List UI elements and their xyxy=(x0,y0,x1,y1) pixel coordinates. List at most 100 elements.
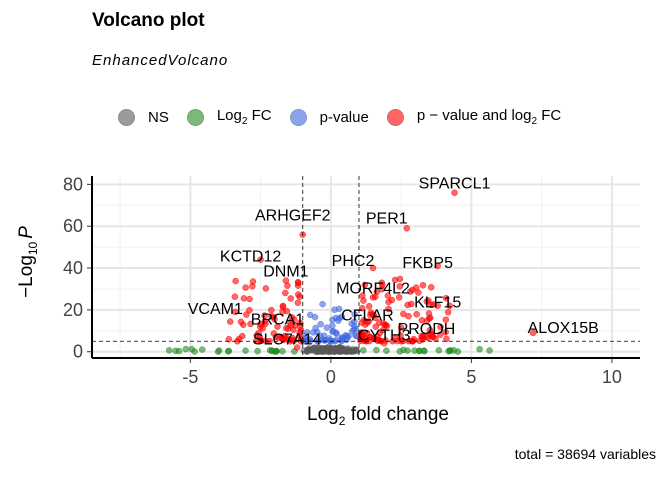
sig-point xyxy=(291,316,298,323)
p-point xyxy=(319,300,326,308)
cutoff-lines xyxy=(92,176,640,358)
sig-point xyxy=(226,318,234,325)
sig-point xyxy=(270,330,278,337)
fc-point xyxy=(254,347,261,355)
fc-point xyxy=(199,346,206,353)
chart-title: Volcano plot xyxy=(92,10,205,31)
sig-point xyxy=(283,307,291,315)
y-tick-label: 40 xyxy=(63,258,83,278)
legend-item-p: p-value xyxy=(289,108,369,126)
caption: total = 38694 variables xyxy=(514,446,656,462)
sig-point xyxy=(246,295,253,303)
fc-point xyxy=(383,347,390,355)
sig-point xyxy=(378,286,386,293)
fc-point xyxy=(360,347,367,354)
legend-dot-p xyxy=(289,108,307,126)
labeled-point xyxy=(423,333,430,341)
fc-point xyxy=(420,347,428,354)
sig-point xyxy=(372,314,379,322)
fc-point xyxy=(447,347,454,354)
sig-point xyxy=(268,313,275,320)
sig-point xyxy=(365,303,373,310)
y-tick-label: 20 xyxy=(63,300,83,320)
p-point xyxy=(335,315,343,322)
y-tick-label: 60 xyxy=(63,216,83,236)
p-point xyxy=(348,328,356,335)
sig-point xyxy=(395,294,403,301)
sig-point xyxy=(281,332,288,340)
p-point xyxy=(329,327,337,335)
fc-point xyxy=(273,348,280,355)
sig-point xyxy=(253,332,261,339)
sig-point xyxy=(415,289,422,296)
sig-point xyxy=(444,309,452,316)
ns-point xyxy=(326,347,333,354)
sig-point xyxy=(282,289,289,297)
point-label: MORF4L2 xyxy=(336,280,410,297)
sig-point xyxy=(384,292,392,299)
p-point xyxy=(343,336,350,344)
fc-point xyxy=(214,348,222,355)
p-point xyxy=(316,332,324,339)
sig-point xyxy=(443,335,450,343)
sig-point xyxy=(428,301,435,309)
labeled-point xyxy=(257,256,264,263)
ns-point xyxy=(317,347,324,355)
labeled-point xyxy=(451,189,458,196)
point-label: PRODH xyxy=(398,321,456,338)
legend-label-fc: Log2 FC xyxy=(216,107,272,127)
point-label: DNM1 xyxy=(263,264,308,281)
labeled-point xyxy=(274,323,281,330)
sig-point xyxy=(257,323,264,331)
sig-point xyxy=(231,293,239,300)
sig-point xyxy=(425,310,433,317)
fc-point xyxy=(373,346,380,354)
sig-point xyxy=(380,320,387,327)
x-tick-label: 0 xyxy=(326,367,336,387)
sig-point xyxy=(275,334,282,341)
point-label: CFLAR xyxy=(341,307,393,324)
sig-point xyxy=(262,285,270,292)
p-point xyxy=(329,322,336,329)
labeled-point xyxy=(381,340,388,347)
legend-label-p: p-value xyxy=(319,108,369,126)
sig-point xyxy=(247,320,254,328)
legend-label-pfc: p − value and log2 FC xyxy=(416,107,562,127)
sig-point xyxy=(385,305,392,313)
sig-point xyxy=(396,283,404,290)
labeled-point xyxy=(293,344,301,351)
sig-point xyxy=(391,276,399,284)
point-label: KCTD12 xyxy=(220,249,281,266)
sig-point xyxy=(249,282,256,290)
fc-point xyxy=(242,347,249,354)
sig-point xyxy=(427,284,435,291)
sig-point xyxy=(407,288,414,295)
p-point xyxy=(331,306,338,314)
sig-point xyxy=(405,312,412,320)
p-point xyxy=(312,324,319,332)
point-label: VCAM1 xyxy=(188,301,243,318)
point-labels: SPARCL1 PER1 ARHGEF2 KCTD12 PHC2 FKBP5 DNM1 MOR… xyxy=(188,176,599,349)
sig-point xyxy=(436,331,444,338)
sig-point xyxy=(225,336,233,343)
fc-point xyxy=(404,347,411,354)
fc-point xyxy=(476,345,483,353)
fc-point xyxy=(396,348,404,355)
labeled-point xyxy=(403,225,410,232)
sig-point xyxy=(296,319,304,327)
sig-point xyxy=(243,311,250,318)
fc-point xyxy=(182,345,190,353)
point-label: PER1 xyxy=(366,210,408,227)
sig-point xyxy=(358,304,366,312)
fc-point xyxy=(435,347,443,354)
x-tick-label: 10 xyxy=(602,367,622,387)
ns-point xyxy=(336,343,344,351)
fc-point xyxy=(454,348,462,355)
sig-point xyxy=(360,297,367,304)
labeled-point xyxy=(434,302,441,309)
legend-label-ns: NS xyxy=(148,108,169,126)
point-label: BRCA1 xyxy=(251,312,304,329)
sig-point xyxy=(397,324,405,331)
x-axis-label: Log2 fold change xyxy=(307,404,449,428)
labeled-point xyxy=(434,262,441,270)
